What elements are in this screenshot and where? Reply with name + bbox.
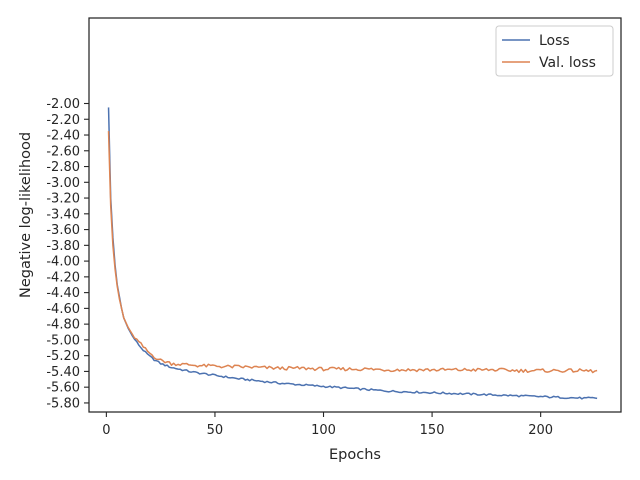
y-tick-label: -5.60 bbox=[46, 381, 80, 396]
legend-label-1: Val. loss bbox=[539, 55, 596, 71]
y-tick-label: -2.60 bbox=[46, 144, 80, 159]
y-tick-label: -3.20 bbox=[46, 192, 80, 207]
y-tick-label: -4.60 bbox=[46, 302, 80, 317]
x-tick-label: 200 bbox=[528, 423, 553, 438]
y-tick-label: -2.40 bbox=[46, 129, 80, 144]
series-line-1 bbox=[107, 131, 598, 374]
y-tick-label: -3.60 bbox=[46, 223, 80, 238]
y-tick-label: -4.00 bbox=[46, 255, 80, 270]
y-tick-label: -3.00 bbox=[46, 176, 80, 191]
plot-frame bbox=[88, 17, 622, 413]
axis-layer: 0 50 100 150 200-2.00-2.20-2.40-2.60-2.80-3.… bbox=[46, 17, 622, 438]
x-tick-label: 100 bbox=[311, 423, 336, 438]
y-tick-label: -2.80 bbox=[46, 160, 80, 175]
legend-box bbox=[495, 25, 614, 77]
y-tick-label: -4.40 bbox=[46, 286, 80, 301]
legend-label-0: Loss bbox=[539, 33, 570, 49]
x-tick-label: 50 bbox=[207, 423, 224, 438]
y-tick-label: -5.00 bbox=[46, 333, 80, 348]
x-axis-label: Epochs bbox=[329, 447, 381, 463]
series-line-0 bbox=[107, 107, 598, 400]
y-axis-label: Negative log-likelihood bbox=[18, 132, 34, 298]
y-tick-label: -4.20 bbox=[46, 270, 80, 285]
y-tick-label: -3.40 bbox=[46, 207, 80, 222]
marks-layer bbox=[107, 107, 598, 400]
x-tick-label: 0 bbox=[102, 423, 110, 438]
y-tick-label: -3.80 bbox=[46, 239, 80, 254]
y-tick-label: -4.80 bbox=[46, 318, 80, 333]
x-tick-label: 150 bbox=[420, 423, 445, 438]
y-tick-label: -2.00 bbox=[46, 97, 80, 112]
y-tick-label: -2.20 bbox=[46, 113, 80, 128]
legend: Loss Val. loss bbox=[495, 25, 614, 77]
y-tick-label: -5.80 bbox=[46, 396, 80, 411]
y-tick-label: -5.40 bbox=[46, 365, 80, 380]
y-tick-label: -5.20 bbox=[46, 349, 80, 364]
